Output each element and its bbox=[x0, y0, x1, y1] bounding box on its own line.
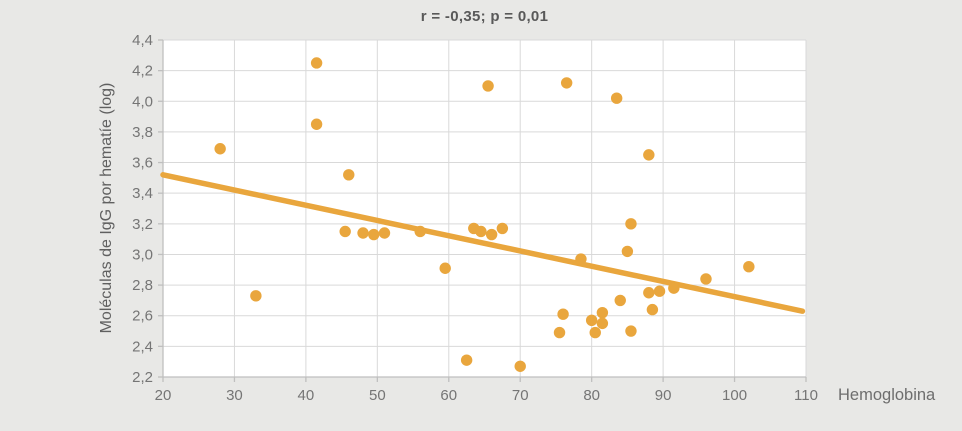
data-point bbox=[589, 326, 601, 339]
data-point bbox=[700, 273, 712, 285]
x-tick-label: 60 bbox=[440, 387, 457, 404]
data-point bbox=[496, 222, 509, 235]
y-tick-label: 3,0 bbox=[132, 246, 153, 263]
data-point bbox=[610, 92, 623, 104]
data-point bbox=[250, 290, 262, 302]
x-tick-label: 50 bbox=[369, 387, 386, 404]
data-point bbox=[668, 282, 680, 294]
data-point bbox=[439, 262, 451, 274]
data-point bbox=[368, 228, 380, 241]
x-tick-label: 110 bbox=[794, 387, 818, 404]
data-point bbox=[743, 261, 755, 273]
data-point bbox=[343, 169, 355, 181]
x-tick-label: 100 bbox=[722, 387, 747, 404]
x-tick-label: 30 bbox=[226, 387, 243, 404]
data-point bbox=[482, 80, 494, 92]
data-point bbox=[485, 228, 498, 241]
x-tick-label: 90 bbox=[655, 387, 672, 404]
data-point bbox=[475, 225, 487, 238]
data-point bbox=[339, 225, 351, 238]
data-point bbox=[514, 360, 526, 372]
x-axis-title: Hemoglobina bbox=[838, 386, 936, 404]
chart-title: r = -0,35; p = 0,01 bbox=[420, 8, 549, 25]
y-tick-label: 3,2 bbox=[132, 216, 153, 233]
y-tick-label: 3,6 bbox=[132, 155, 153, 172]
data-point bbox=[460, 354, 473, 366]
y-tick-label: 2,4 bbox=[132, 338, 153, 355]
y-tick-label: 4,4 bbox=[132, 32, 153, 49]
data-point bbox=[310, 118, 323, 130]
y-tick-label: 3,4 bbox=[132, 185, 153, 202]
data-point bbox=[560, 77, 573, 89]
data-point bbox=[378, 227, 391, 239]
data-point bbox=[643, 287, 655, 299]
data-point bbox=[625, 218, 637, 230]
y-tick-label: 4,0 bbox=[132, 93, 153, 110]
trend-line bbox=[160, 172, 806, 314]
data-point bbox=[553, 326, 566, 339]
data-point bbox=[310, 57, 323, 69]
y-tick-label: 2,2 bbox=[132, 369, 153, 386]
y-tick-label: 2,6 bbox=[132, 308, 153, 325]
data-point bbox=[643, 149, 655, 161]
data-point bbox=[575, 253, 587, 265]
data-point bbox=[585, 314, 598, 327]
plot-background bbox=[163, 40, 806, 377]
data-point bbox=[414, 225, 426, 238]
x-tick-label: 20 bbox=[155, 387, 172, 404]
data-point bbox=[596, 306, 609, 319]
y-tick-label: 4,2 bbox=[132, 63, 153, 80]
data-point bbox=[625, 325, 637, 337]
y-tick-label: 3,8 bbox=[132, 124, 153, 141]
data-point bbox=[557, 308, 569, 320]
data-point bbox=[653, 285, 666, 297]
x-tick-label: 80 bbox=[583, 387, 600, 404]
data-point bbox=[614, 294, 626, 307]
data-point bbox=[646, 303, 659, 316]
data-point bbox=[214, 143, 226, 155]
data-point bbox=[357, 227, 369, 239]
y-tick-label: 2,8 bbox=[132, 277, 153, 294]
data-point bbox=[621, 245, 634, 258]
x-tick-label: 40 bbox=[298, 387, 315, 404]
x-tick-label: 70 bbox=[512, 387, 529, 404]
data-point bbox=[596, 317, 609, 330]
